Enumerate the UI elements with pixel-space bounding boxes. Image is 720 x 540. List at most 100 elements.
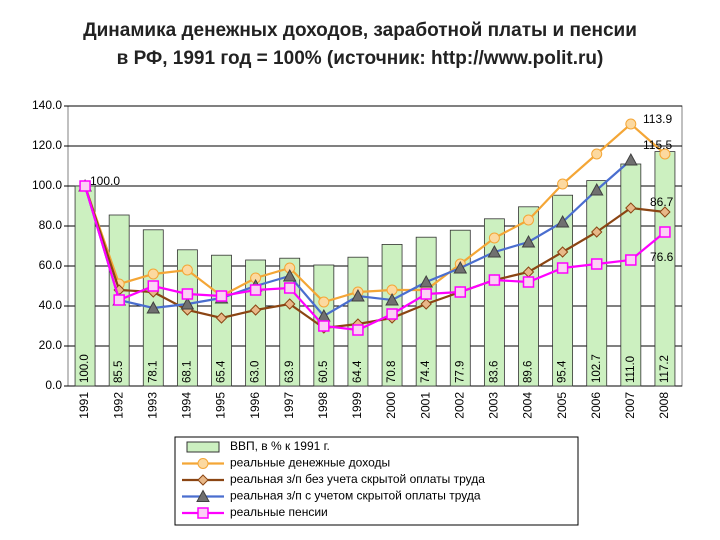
bar — [654, 151, 676, 387]
annotation: 76.6 — [650, 250, 674, 264]
legend-label: реальная з/п без учета скрытой оплаты тр… — [230, 472, 485, 486]
y-tick-label: 140.0 — [32, 98, 62, 112]
plot-area — [67, 105, 683, 387]
marker — [284, 298, 296, 310]
chart-title: Динамика денежных доходов, заработной пл… — [83, 20, 637, 41]
y-tick-label: 0.0 — [45, 378, 62, 392]
marker — [146, 300, 161, 314]
marker — [249, 304, 262, 316]
x-tick-label: 2001 — [418, 392, 432, 419]
legend-label: реальные денежные доходы — [230, 456, 390, 470]
marker — [420, 288, 432, 300]
marker — [282, 268, 297, 282]
marker — [197, 474, 209, 486]
x-tick-label: 1999 — [350, 392, 364, 419]
marker — [591, 148, 603, 160]
value-label: 70.8 — [386, 361, 398, 383]
marker — [420, 298, 432, 310]
marker — [487, 244, 502, 258]
x-tick-label: 1994 — [180, 392, 194, 419]
y-tick-label: 20.0 — [39, 338, 63, 352]
x-tick-label: 1998 — [316, 392, 330, 419]
x-tick-label: 1993 — [145, 392, 159, 419]
value-label: 102.7 — [591, 354, 603, 383]
value-label: 65.4 — [216, 360, 228, 383]
marker — [181, 264, 193, 276]
annotation: 115.5 — [643, 138, 672, 152]
marker — [522, 276, 535, 288]
marker — [385, 292, 399, 306]
value-label: 89.6 — [523, 361, 535, 383]
y-tick-label: 40.0 — [39, 298, 63, 312]
bar — [518, 206, 539, 387]
marker — [215, 312, 228, 324]
marker — [659, 148, 671, 160]
marker — [523, 214, 534, 226]
marker — [625, 202, 637, 214]
y-tick-label: 120.0 — [32, 138, 62, 152]
legend-label: реальная з/п с учетом скрытой оплаты тру… — [230, 489, 481, 503]
bar — [620, 163, 642, 387]
value-label: 85.5 — [113, 361, 125, 383]
marker — [590, 258, 603, 270]
line — [84, 122, 666, 304]
x-tick-label: 1996 — [248, 392, 262, 419]
x-tick-label: 1995 — [214, 392, 228, 419]
x-tick-label: 2003 — [487, 392, 501, 419]
marker — [181, 288, 194, 300]
marker — [453, 260, 468, 274]
value-label: 60.5 — [318, 361, 330, 383]
marker — [659, 226, 671, 238]
y-tick-label: 80.0 — [39, 218, 63, 232]
value-label: 117.2 — [659, 355, 671, 383]
marker — [180, 296, 195, 310]
value-label: 100.0 — [79, 354, 91, 383]
marker — [196, 489, 210, 502]
x-tick-label: 2002 — [452, 392, 466, 419]
marker — [488, 232, 500, 244]
marker — [625, 254, 637, 266]
bar — [415, 236, 437, 387]
value-label: 64.4 — [352, 360, 364, 383]
x-tick-label: 2004 — [521, 392, 535, 419]
marker — [113, 294, 125, 306]
legend-label: реальные пенсии — [230, 505, 328, 519]
value-label: 78.1 — [147, 361, 159, 383]
y-tick-label: 100.0 — [32, 178, 62, 192]
bar — [483, 218, 505, 387]
marker — [147, 280, 160, 292]
bar — [552, 194, 574, 387]
value-label: 63.0 — [250, 361, 262, 383]
value-label: 111.0 — [625, 356, 637, 383]
value-label: 95.4 — [557, 360, 569, 383]
marker — [215, 290, 228, 302]
marker — [197, 507, 209, 519]
value-label: 74.4 — [420, 360, 432, 383]
bar — [176, 249, 198, 387]
marker — [352, 324, 364, 336]
marker — [555, 214, 570, 228]
legend-label: ВВП, в % к 1991 г. — [230, 439, 330, 453]
annotation: 113.9 — [643, 112, 672, 126]
marker — [351, 288, 365, 302]
marker — [318, 296, 330, 308]
marker — [557, 178, 569, 190]
annotation: 86.7 — [650, 195, 674, 209]
marker — [623, 152, 638, 166]
marker — [488, 274, 501, 286]
value-label: 83.6 — [488, 361, 500, 383]
x-tick-label: 2006 — [589, 392, 603, 419]
value-label: 68.1 — [181, 361, 193, 383]
x-tick-label: 1992 — [111, 392, 125, 419]
x-tick-label: 2005 — [555, 392, 569, 419]
marker — [79, 180, 91, 192]
marker — [419, 274, 434, 288]
legend-swatch — [186, 441, 220, 453]
marker — [659, 206, 671, 218]
chart-title: в РФ, 1991 год = 100% (источник: http://… — [117, 48, 604, 69]
x-tick-label: 2000 — [384, 392, 398, 419]
marker — [521, 234, 536, 248]
annotation: 100.0 — [90, 174, 120, 188]
marker — [625, 118, 637, 130]
